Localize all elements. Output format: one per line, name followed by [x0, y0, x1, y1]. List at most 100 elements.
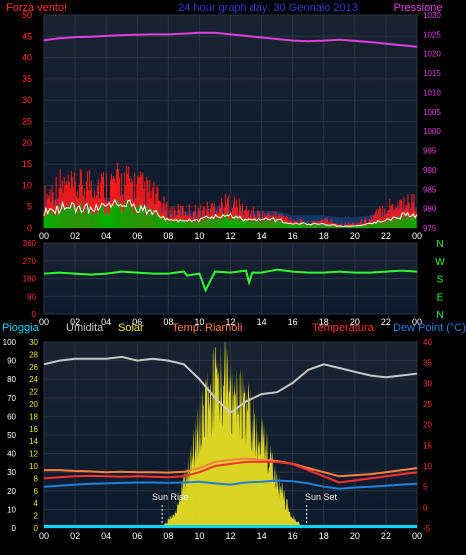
y-tick-label: 100: [3, 338, 17, 347]
y-tick-label: 10: [7, 505, 16, 514]
legend-temperatura: Temperatura: [312, 322, 375, 334]
y3-tick-label: 4: [34, 499, 39, 508]
compass-label: S: [437, 275, 444, 286]
y-tick-label: 0: [32, 310, 37, 319]
y2-tick-label: 995: [423, 147, 437, 156]
x-tick-label: 22: [381, 531, 391, 541]
y3-tick-label: 8: [34, 474, 39, 483]
y-tick-label: 15: [22, 159, 32, 169]
x-tick-label: 22: [381, 317, 391, 327]
x-tick-label: 00: [412, 317, 422, 327]
x-tick-label: 16: [288, 531, 298, 541]
y-tick-label: 180: [23, 275, 37, 284]
y-tick-label: 40: [7, 450, 16, 459]
y2-tick-label: 975: [423, 224, 437, 233]
y2-tick-label: 1000: [423, 127, 441, 136]
x-tick-label: 16: [288, 231, 298, 241]
y-tick-label: 5: [27, 202, 32, 212]
y2-tick-label: 1025: [423, 30, 441, 39]
y-tick-label: 360: [23, 239, 37, 248]
wind-area-fill: [44, 193, 417, 228]
y-tick-label: 40: [22, 53, 32, 63]
y3-tick-label: 2: [34, 512, 39, 521]
y3-tick-label: 6: [34, 487, 39, 496]
y2-tick-label: 1030: [423, 11, 441, 20]
x-tick-label: 04: [101, 231, 111, 241]
compass-label: N: [436, 239, 443, 250]
y3-tick-label: 14: [29, 437, 38, 446]
legend-umidita: Umidita: [66, 322, 104, 334]
wind-speed-line: [43, 198, 418, 228]
y2-tick-label: 30: [423, 379, 432, 388]
y2-tick-label: 1010: [423, 88, 441, 97]
y3-tick-label: 22: [29, 388, 38, 397]
x-tick-label: 08: [163, 531, 173, 541]
x-tick-label: 02: [70, 317, 80, 327]
x-tick-label: 22: [381, 231, 391, 241]
y3-tick-label: 24: [29, 375, 38, 384]
x-tick-label: 08: [163, 231, 173, 241]
dew-point-line: [43, 479, 418, 490]
y-tick-label: 30: [7, 468, 16, 477]
x-tick-label: 04: [101, 531, 111, 541]
y2-tick-label: 1020: [423, 50, 441, 59]
x-tick-label: 10: [194, 231, 204, 241]
annotation-sun-set: Sun Set: [305, 492, 338, 502]
legend-temp-riarnoli: Temp. Riarnoli: [172, 322, 242, 334]
x-tick-label: 14: [257, 231, 267, 241]
x-tick-label: 00: [39, 531, 49, 541]
x-tick-label: 02: [70, 531, 80, 541]
y3-tick-label: 10: [29, 462, 38, 471]
x-tick-label: 18: [319, 317, 329, 327]
y3-tick-label: 20: [29, 400, 38, 409]
y2-tick-label: 0: [423, 503, 428, 512]
chart-title: 24 hour graph day: 30 Gennaio 2013: [178, 2, 358, 14]
y2-tick-label: 25: [423, 400, 432, 409]
y-tick-label: 10: [22, 180, 32, 190]
x-tick-label: 06: [132, 231, 142, 241]
y-tick-label: 90: [27, 292, 36, 301]
y2-tick-label: 40: [423, 338, 432, 347]
y2-tick-label: 990: [423, 166, 437, 175]
y-tick-label: 0: [12, 524, 17, 533]
y-tick-label: 20: [22, 138, 32, 148]
x-tick-label: 02: [70, 231, 80, 241]
y2-tick-label: -5: [423, 524, 431, 533]
y-tick-label: 20: [7, 487, 16, 496]
y3-tick-label: 18: [29, 412, 38, 421]
annotation-sun-rise: Sun Rise: [152, 492, 189, 502]
y-tick-label: 80: [7, 375, 16, 384]
y-tick-label: 90: [7, 357, 16, 366]
app-temp-line: [44, 457, 418, 478]
x-tick-label: 10: [194, 317, 204, 327]
temperature-line: [43, 460, 418, 484]
legend-pioggia: Pioggia: [2, 322, 40, 334]
y-tick-label: 0: [27, 223, 32, 233]
y3-tick-label: 28: [29, 350, 38, 359]
x-tick-label: 06: [132, 317, 142, 327]
x-tick-label: 20: [350, 231, 360, 241]
x-tick-label: 12: [225, 531, 235, 541]
humidity-line: [43, 355, 418, 414]
legend-dew-point: Dew Point (°C): [393, 322, 466, 334]
right-series-label: Pressione: [394, 2, 443, 14]
y3-tick-label: 16: [29, 425, 38, 434]
x-tick-label: 04: [101, 317, 111, 327]
y2-tick-label: 35: [423, 359, 432, 368]
x-tick-label: 08: [163, 317, 173, 327]
x-tick-label: 00: [39, 231, 49, 241]
left-series-label: Forza vento!: [6, 2, 67, 14]
y-tick-label: 30: [22, 95, 32, 105]
y2-tick-label: 10: [423, 462, 432, 471]
y3-tick-label: 26: [29, 363, 38, 372]
x-tick-label: 00: [412, 231, 422, 241]
y2-tick-label: 980: [423, 205, 437, 214]
y3-tick-label: 12: [29, 450, 38, 459]
compass-label: W: [435, 257, 445, 268]
x-tick-label: 14: [257, 531, 267, 541]
y-tick-label: 270: [23, 257, 37, 266]
y3-tick-label: 30: [29, 338, 38, 347]
x-tick-label: 06: [132, 531, 142, 541]
x-tick-label: 18: [319, 231, 329, 241]
